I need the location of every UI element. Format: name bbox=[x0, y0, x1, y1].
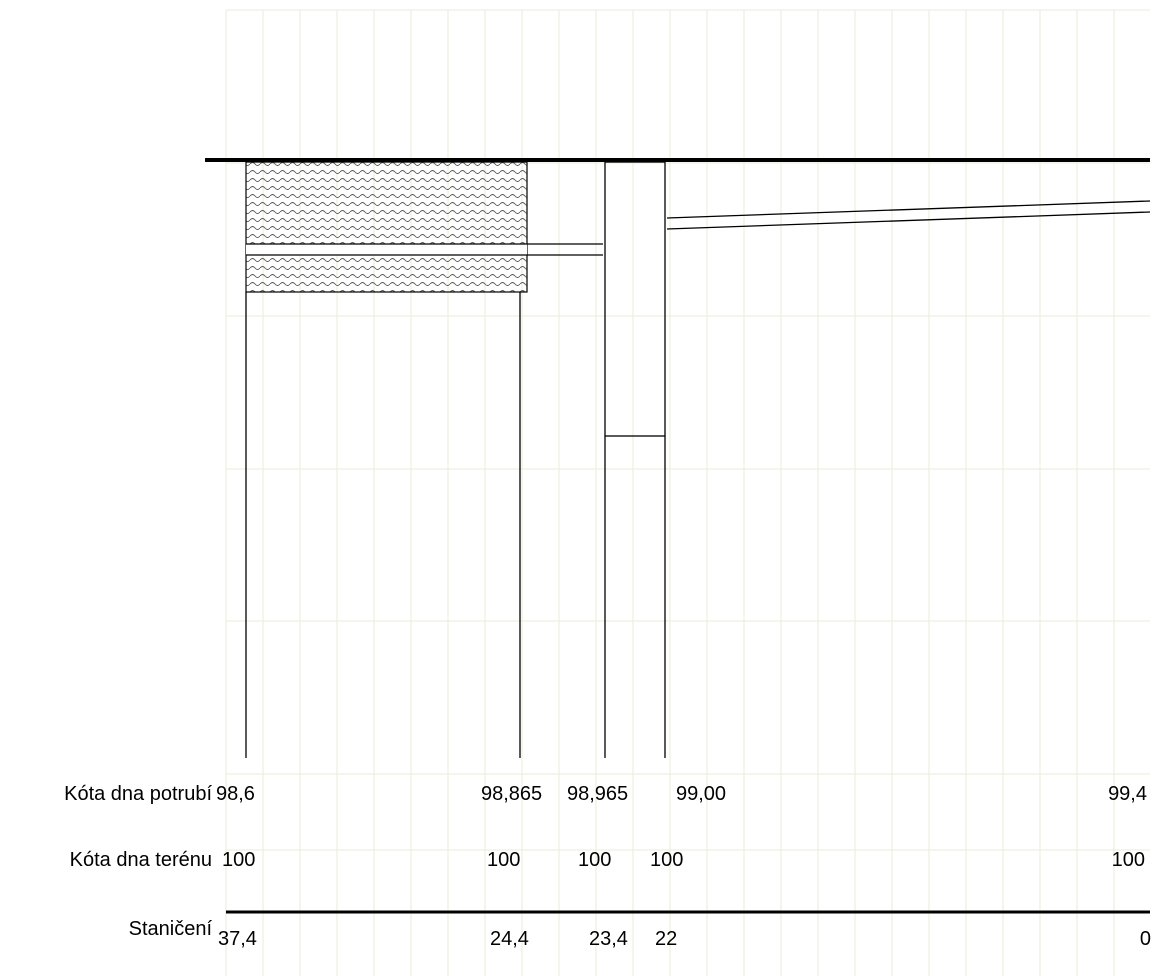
row-label-pipe-invert: Kóta dna potrubí bbox=[64, 783, 212, 805]
terrain-value: 100 bbox=[1112, 849, 1145, 871]
pipe-invert-value: 98,965 bbox=[567, 783, 628, 805]
pipe-invert-value: 98,6 bbox=[216, 783, 255, 805]
row-label-terrain: Kóta dna terénu bbox=[70, 849, 212, 871]
pipe-invert-value: 99,4 bbox=[1108, 783, 1147, 805]
stationing-value: 0 bbox=[1140, 928, 1151, 950]
terrain-value: 100 bbox=[578, 849, 611, 871]
stationing-value: 37,4 bbox=[218, 928, 257, 950]
terrain-value: 100 bbox=[650, 849, 683, 871]
pipe-right bbox=[666, 200, 1151, 230]
pipe-invert-value: 99,00 bbox=[676, 783, 726, 805]
hatched-soil-block bbox=[245, 161, 528, 293]
terrain-value: 100 bbox=[222, 849, 255, 871]
stationing-value: 24,4 bbox=[490, 928, 529, 950]
station-lines bbox=[245, 292, 666, 758]
manhole-shaft bbox=[604, 161, 666, 437]
pipe-left bbox=[246, 243, 603, 256]
stationing-value: 23,4 bbox=[589, 928, 628, 950]
background-grid bbox=[225, 9, 1150, 976]
pipe-invert-value: 98,865 bbox=[481, 783, 542, 805]
stationing-value: 22 bbox=[655, 928, 677, 950]
terrain-value: 100 bbox=[487, 849, 520, 871]
row-label-stationing: Staničení bbox=[129, 918, 213, 940]
